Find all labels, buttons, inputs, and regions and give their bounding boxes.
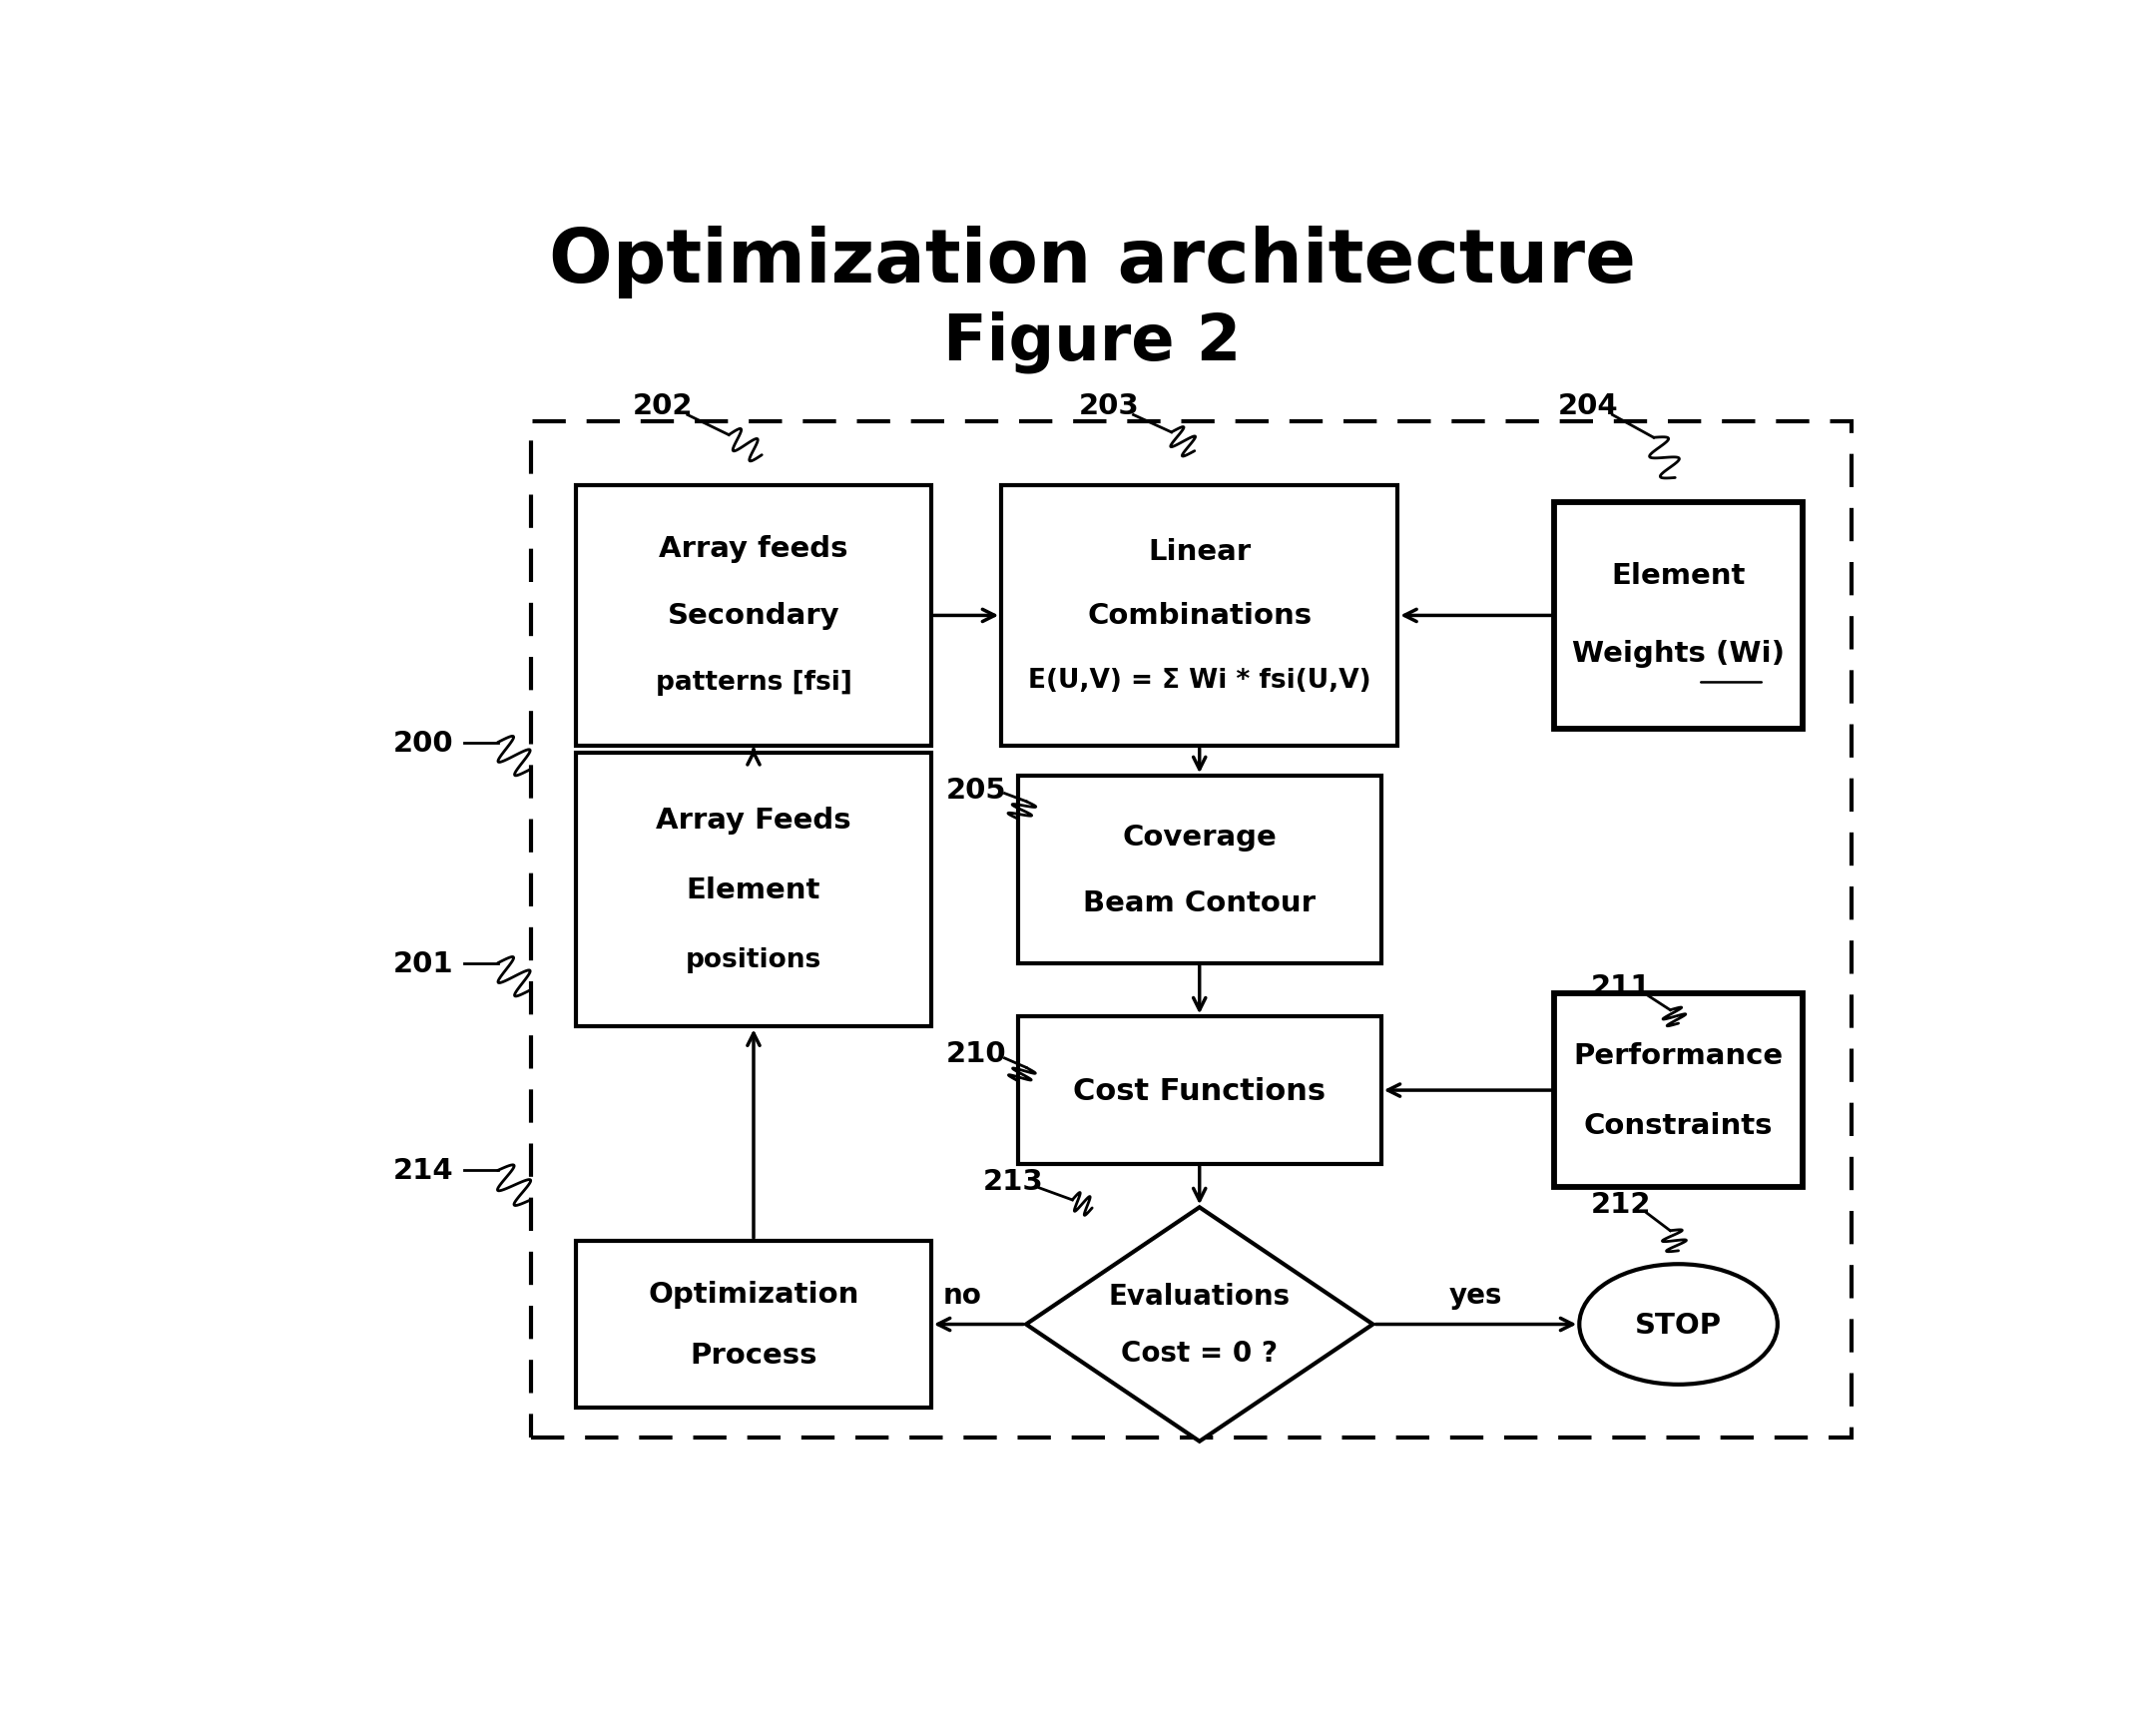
- Text: E(U,V) = Σ Wi * fsi(U,V): E(U,V) = Σ Wi * fsi(U,V): [1027, 667, 1370, 693]
- Text: Beam Contour: Beam Contour: [1083, 889, 1315, 917]
- Text: positions: positions: [686, 946, 823, 972]
- Bar: [1019, 776, 1381, 963]
- Text: 211: 211: [1590, 972, 1652, 1000]
- Text: Cost Functions: Cost Functions: [1074, 1076, 1325, 1106]
- Text: no: no: [942, 1281, 982, 1309]
- Bar: [575, 753, 931, 1028]
- Bar: [1019, 1017, 1381, 1165]
- Text: Secondary: Secondary: [667, 602, 840, 630]
- Text: 201: 201: [392, 950, 454, 977]
- Text: Cost = 0 ?: Cost = 0 ?: [1121, 1338, 1279, 1366]
- Text: 210: 210: [946, 1040, 1006, 1068]
- Text: Performance: Performance: [1573, 1042, 1784, 1069]
- Text: STOP: STOP: [1634, 1311, 1722, 1338]
- Text: Element: Element: [1611, 562, 1745, 590]
- Text: Combinations: Combinations: [1087, 602, 1313, 630]
- Ellipse shape: [1579, 1264, 1777, 1385]
- Text: Process: Process: [690, 1342, 816, 1370]
- Bar: [531, 422, 1852, 1437]
- Bar: [1002, 486, 1398, 746]
- Text: 214: 214: [392, 1156, 454, 1184]
- Text: Linear: Linear: [1149, 538, 1251, 566]
- Text: Coverage: Coverage: [1123, 823, 1276, 851]
- Bar: [575, 1241, 931, 1408]
- Text: 212: 212: [1590, 1191, 1652, 1219]
- Text: 205: 205: [946, 776, 1006, 804]
- Bar: [1556, 502, 1803, 729]
- Text: Array Feeds: Array Feeds: [656, 807, 850, 835]
- Text: Evaluations: Evaluations: [1108, 1283, 1291, 1311]
- Polygon shape: [1027, 1208, 1372, 1441]
- Text: 202: 202: [633, 392, 693, 420]
- Text: 213: 213: [982, 1168, 1044, 1196]
- Bar: [1556, 993, 1803, 1187]
- Text: Array feeds: Array feeds: [658, 535, 848, 562]
- Text: Weights (Wi): Weights (Wi): [1573, 639, 1786, 667]
- Text: Element: Element: [686, 877, 820, 904]
- Text: yes: yes: [1449, 1281, 1502, 1309]
- Text: 200: 200: [392, 729, 454, 757]
- Text: Figure 2: Figure 2: [944, 311, 1240, 373]
- Text: Optimization: Optimization: [648, 1279, 859, 1307]
- Text: Optimization architecture: Optimization architecture: [548, 226, 1637, 299]
- Text: 204: 204: [1558, 392, 1617, 420]
- Text: patterns [fsi]: patterns [fsi]: [656, 670, 852, 696]
- Bar: [575, 486, 931, 746]
- Text: Constraints: Constraints: [1583, 1111, 1773, 1139]
- Text: 203: 203: [1078, 392, 1138, 420]
